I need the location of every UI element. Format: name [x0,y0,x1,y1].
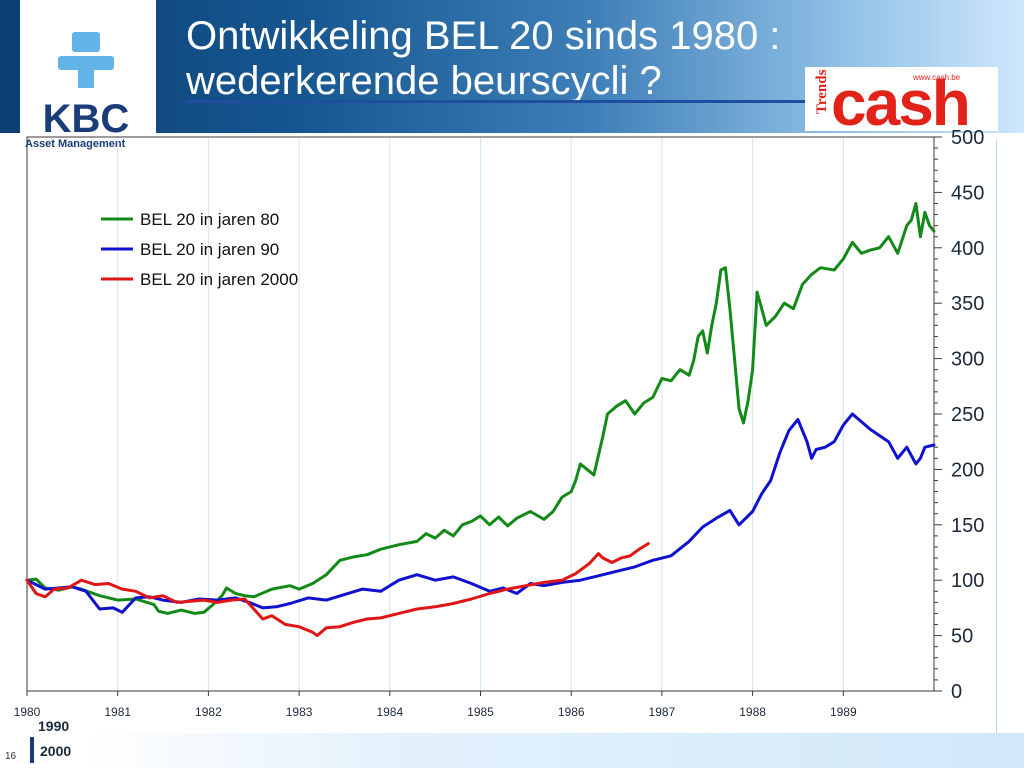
slide-number: 16 [5,751,17,762]
y-tick-label: 500 [951,127,984,149]
legend-label-3: BEL 20 in jaren 2000 [140,270,298,289]
y-tick-label: 100 [951,570,984,592]
legend-label-2: BEL 20 in jaren 90 [140,240,279,259]
trends-cash-logo: Trends cash www.cash.be [805,67,998,131]
footer-line-2: 2000 [40,743,72,759]
footer-mark [30,737,34,763]
kbc-logo-text: KBC [43,97,130,141]
slide-title: Ontwikkeling BEL 20 sinds 1980 : wederke… [186,14,781,103]
y-tick-label: 200 [951,459,984,481]
trends-cash-url: www.cash.be [912,73,961,82]
y-tick-label: 300 [951,349,984,371]
y-tick-label: 450 [951,182,984,204]
trends-cash-small-text: Trends [814,69,830,114]
y-tick-label: 350 [951,293,984,315]
title-underline [186,100,808,103]
x-tick-label: 1980 [14,705,41,719]
kbc-logo-mark: KBC Asset Management [25,32,130,150]
footer-line-1: 1990 [38,718,70,734]
kbc-logo-arms [58,56,114,70]
x-tick-label: 1989 [830,705,857,719]
x-tick-label: 1982 [195,705,222,719]
y-tick-label: 150 [951,515,984,537]
trends-cash-main-text: cash [831,67,969,131]
x-tick-label: 1986 [558,705,585,719]
x-tick-label: 1984 [376,705,403,719]
right-guide-line [996,140,997,768]
footer-band [0,733,1024,768]
kbc-logo-head [72,32,100,52]
kbc-logo: KBC Asset Management [20,0,156,152]
legend-label-1: BEL 20 in jaren 80 [140,210,279,229]
y-axis: 0 50 100 150 200 250 300 350 400 450 500 [934,127,984,703]
kbc-logo-body [78,70,94,88]
series-line-1 [25,202,936,615]
series-line-3 [25,542,650,638]
x-tick-label: 1981 [104,705,131,719]
x-tick-label: 1985 [467,705,494,719]
y-tick-label: 0 [951,681,962,703]
x-axis: 1980 1981 1982 1983 1984 1985 1986 1987 1988 1989 [14,691,857,719]
y-tick-label: 50 [951,626,973,648]
y-tick-label: 250 [951,404,984,426]
x-tick-label: 1987 [649,705,676,719]
y-tick-label: 400 [951,238,984,260]
trends-cash-logo-bg [805,67,998,131]
series-layer [25,202,936,638]
x-tick-label: 1988 [739,705,766,719]
x-tick-label: 1983 [286,705,313,719]
chart-legend: BEL 20 in jaren 80 BEL 20 in jaren 90 BEL … [101,210,298,289]
kbc-logo-subtitle: Asset Management [25,138,126,150]
